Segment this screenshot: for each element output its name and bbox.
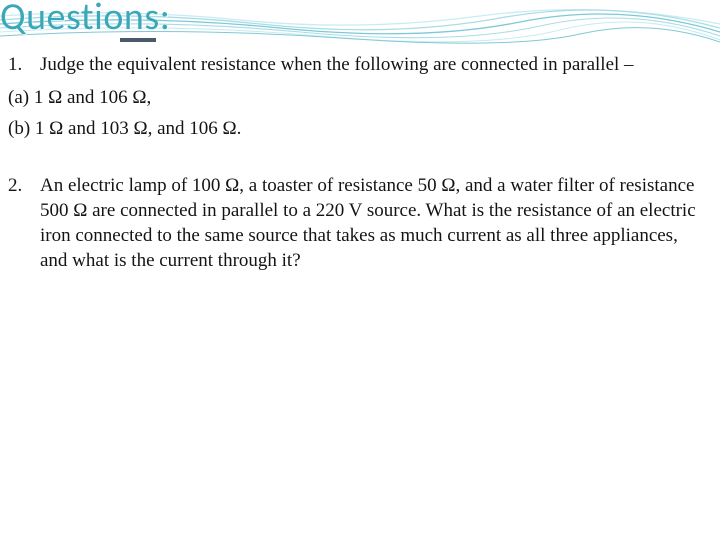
question-2: 2. An electric lamp of 100 Ω, a toaster … bbox=[8, 173, 700, 273]
q2-text: An electric lamp of 100 Ω, a toaster of … bbox=[40, 173, 700, 273]
content-area: 1. Judge the equivalent resistance when … bbox=[8, 52, 700, 282]
q2-number: 2. bbox=[8, 173, 40, 273]
spacer bbox=[8, 147, 700, 173]
slide-title: Questions: bbox=[0, 0, 170, 40]
q1-part-a: (a) 1 Ω and 106 Ω, bbox=[8, 85, 700, 110]
q1-part-b: (b) 1 Ω and 103 Ω, and 106 Ω. bbox=[8, 116, 700, 141]
title-underline bbox=[120, 38, 156, 42]
q1-number: 1. bbox=[8, 52, 40, 77]
q1-text: Judge the equivalent resistance when the… bbox=[40, 52, 700, 77]
question-1: 1. Judge the equivalent resistance when … bbox=[8, 52, 700, 77]
